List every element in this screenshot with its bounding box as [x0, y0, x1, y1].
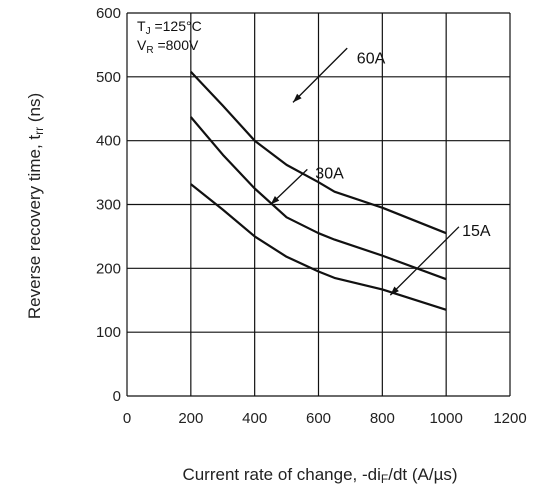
x-tick-label: 1200 — [493, 410, 526, 427]
leader-line-60a — [292, 47, 348, 103]
x-tick-label: 200 — [178, 410, 203, 427]
y-tick-labels: 0 100 200 300 400 500 600 — [96, 5, 121, 405]
y-tick-label: 100 — [96, 324, 121, 341]
condition-vr: VR =800V — [137, 37, 199, 56]
series-label-15a: 15A — [462, 223, 491, 240]
y-axis-title: Reverse recovery time, trr (ns) — [25, 93, 46, 319]
condition-tj: TJ =125°C — [137, 18, 202, 37]
grid — [126, 12, 511, 397]
curve-30a — [189, 116, 447, 281]
leader-line-15a — [389, 226, 460, 296]
x-tick-label: 800 — [370, 410, 395, 427]
arrowhead-30a — [270, 196, 280, 205]
series-labels: 60A 30A 15A — [270, 47, 491, 296]
x-tick-labels: 0 200 400 600 800 1000 1200 — [123, 410, 527, 427]
y-tick-label: 400 — [96, 133, 121, 150]
x-tick-label: 400 — [242, 410, 267, 427]
y-tick-label: 0 — [113, 388, 121, 405]
x-tick-label: 0 — [123, 410, 131, 427]
y-tick-label: 600 — [96, 5, 121, 22]
y-tick-label: 300 — [96, 197, 121, 214]
arrowhead-60a — [293, 93, 302, 103]
y-tick-label: 200 — [96, 260, 121, 277]
curve-15a — [190, 183, 447, 311]
y-tick-label: 500 — [96, 69, 121, 86]
series-label-30a: 30A — [315, 166, 344, 183]
series-label-60a: 60A — [357, 51, 386, 68]
arrowhead-15a — [390, 286, 399, 296]
x-tick-label: 600 — [306, 410, 331, 427]
x-axis-title: Current rate of change, -diF/dt (A/µs) — [182, 465, 457, 486]
x-tick-label: 1000 — [429, 410, 462, 427]
